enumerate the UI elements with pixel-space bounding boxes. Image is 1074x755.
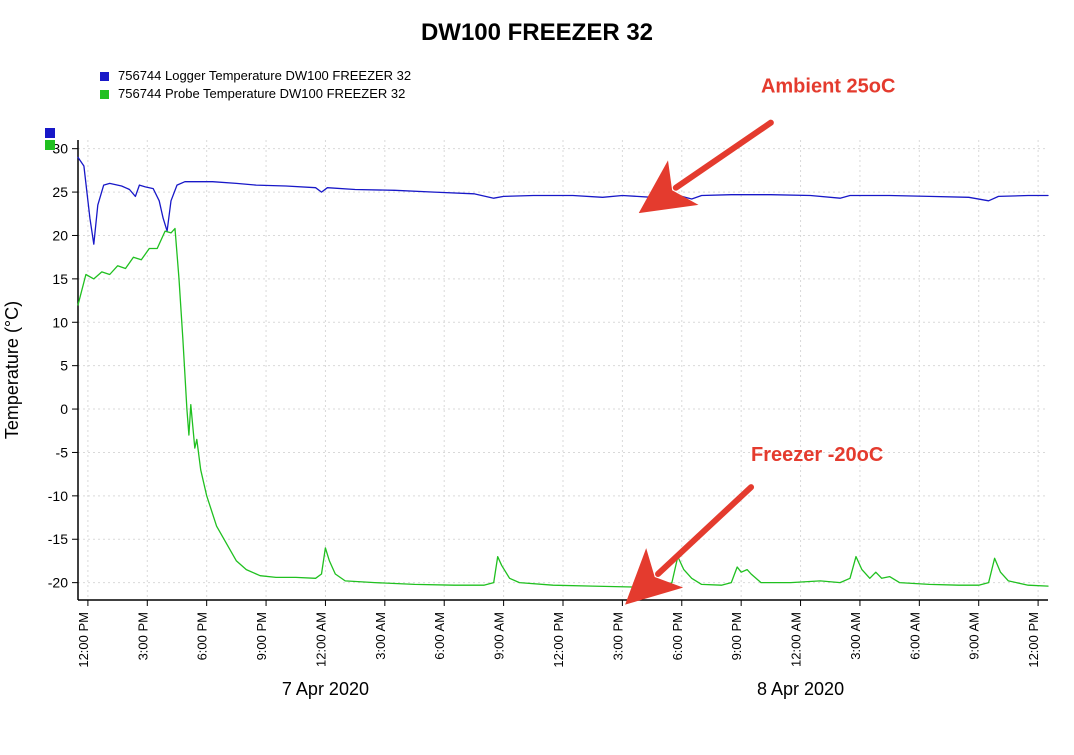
x-tick-label: 12:00 PM: [551, 612, 566, 668]
chart-title: DW100 FREEZER 32: [421, 19, 653, 46]
y-tick-label: 0: [60, 401, 68, 417]
y-tick-label: -15: [48, 531, 68, 547]
x-date-label: 7 Apr 2020: [282, 679, 369, 699]
x-tick-label: 9:00 AM: [967, 612, 982, 660]
y-tick-label: 20: [52, 227, 68, 243]
y-tick-label: 25: [52, 184, 68, 200]
series-marker: [45, 140, 55, 150]
y-tick-label: -5: [56, 444, 69, 460]
legend-label: 756744 Probe Temperature DW100 FREEZER 3…: [118, 86, 405, 101]
x-tick-label: 3:00 AM: [373, 612, 388, 660]
y-axis-label: Temperature (°C): [2, 301, 22, 439]
x-tick-label: 6:00 AM: [432, 612, 447, 660]
chart-svg: -20-15-10-505101520253012:00 PM3:00 PM6:…: [0, 0, 1074, 755]
x-tick-label: 12:00 PM: [1026, 612, 1041, 668]
x-tick-label: 6:00 PM: [670, 612, 685, 660]
x-tick-label: 9:00 PM: [254, 612, 269, 660]
x-tick-label: 3:00 PM: [610, 612, 625, 660]
x-date-label: 8 Apr 2020: [757, 679, 844, 699]
y-tick-label: -20: [48, 575, 68, 591]
x-tick-label: 6:00 PM: [195, 612, 210, 660]
legend-swatch: [100, 72, 109, 81]
y-tick-label: -10: [48, 488, 68, 504]
x-tick-label: 3:00 PM: [135, 612, 150, 660]
legend-swatch: [100, 90, 109, 99]
x-tick-label: 9:00 PM: [729, 612, 744, 660]
y-tick-label: 5: [60, 358, 68, 374]
x-tick-label: 12:00 AM: [789, 612, 804, 667]
x-tick-label: 12:00 PM: [76, 612, 91, 668]
y-tick-label: 15: [52, 271, 68, 287]
x-tick-label: 3:00 AM: [848, 612, 863, 660]
y-tick-label: 10: [52, 314, 68, 330]
annotation-text: Ambient 25oC: [761, 75, 895, 97]
x-tick-label: 9:00 AM: [492, 612, 507, 660]
chart-container: -20-15-10-505101520253012:00 PM3:00 PM6:…: [0, 0, 1074, 755]
legend-label: 756744 Logger Temperature DW100 FREEZER …: [118, 68, 411, 83]
annotation-text: Freezer -20oC: [751, 444, 883, 466]
x-tick-label: 6:00 AM: [907, 612, 922, 660]
x-tick-label: 12:00 AM: [313, 612, 328, 667]
series-marker: [45, 128, 55, 138]
